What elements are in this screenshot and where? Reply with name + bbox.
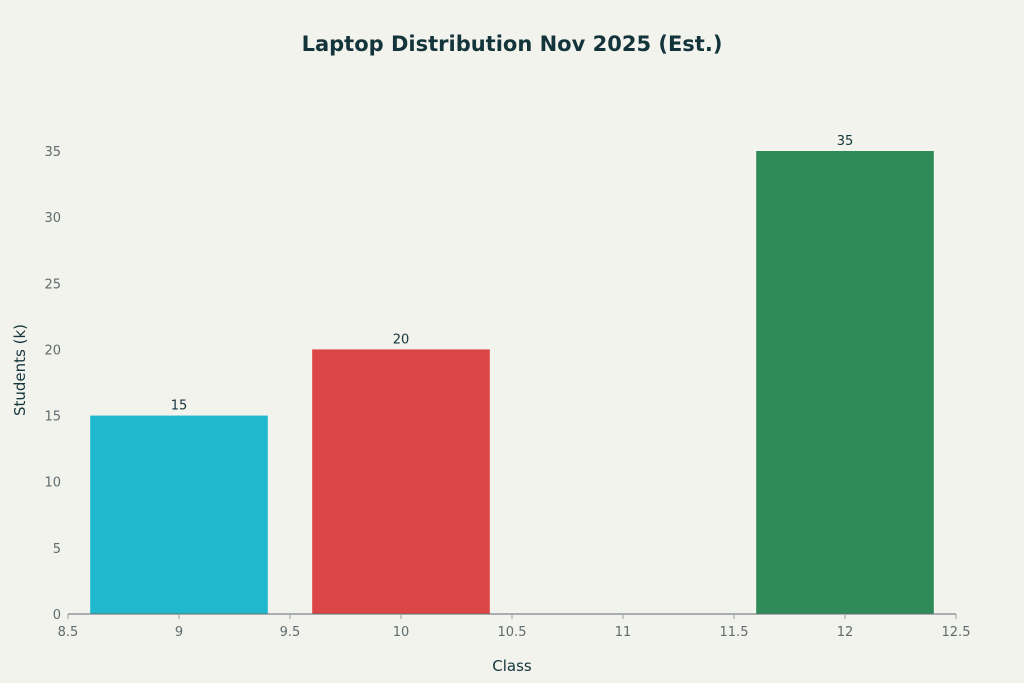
x-tick-label: 11 <box>615 625 632 640</box>
data-label: 35 <box>837 134 854 149</box>
x-tick-label: 10.5 <box>498 625 527 640</box>
x-tick-label: 11.5 <box>720 625 749 640</box>
x-tick-label: 8.5 <box>58 625 79 640</box>
y-tick-label: 15 <box>44 410 61 425</box>
y-tick-label: 5 <box>53 542 61 557</box>
x-tick-label: 12 <box>837 625 854 640</box>
y-axis-label: Students (k) <box>11 324 29 416</box>
y-tick-label: 30 <box>44 211 61 226</box>
y-tick-label: 10 <box>44 476 61 491</box>
data-label: 15 <box>171 399 188 414</box>
y-tick-label: 0 <box>53 608 61 623</box>
x-axis-label: Class <box>492 657 532 675</box>
bar-class-9 <box>90 415 268 614</box>
y-tick-label: 35 <box>44 145 61 160</box>
x-tick-label: 9.5 <box>280 625 301 640</box>
bar-class-10 <box>312 349 490 614</box>
y-tick-label: 25 <box>44 277 61 292</box>
bar-class-12 <box>756 151 934 614</box>
y-tick-label: 20 <box>44 343 61 358</box>
x-tick-label: 9 <box>175 625 183 640</box>
data-label: 20 <box>393 332 410 347</box>
chart-title: Laptop Distribution Nov 2025 (Est.) <box>302 32 723 56</box>
x-tick-label: 10 <box>393 625 410 640</box>
x-tick-label: 12.5 <box>942 625 971 640</box>
